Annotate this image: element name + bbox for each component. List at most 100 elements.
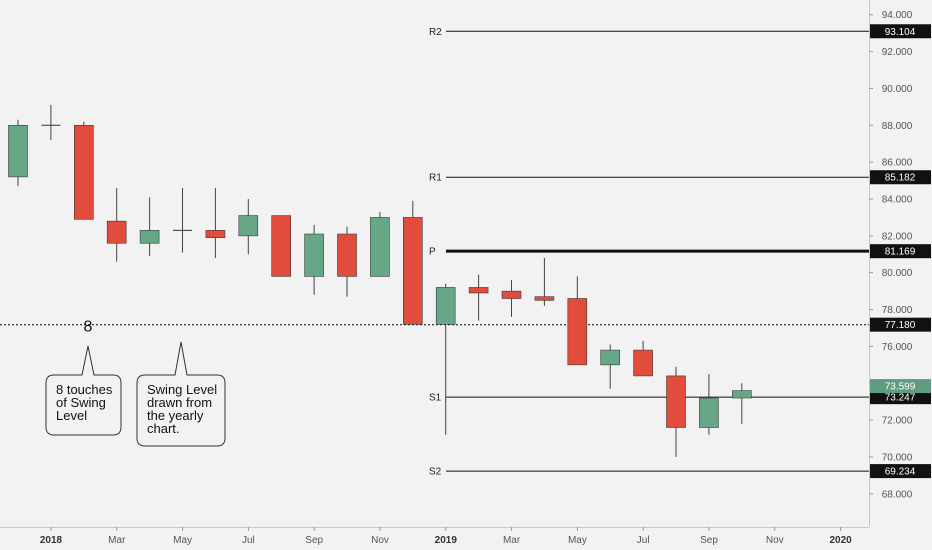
y-tick-label: 84.000	[882, 195, 913, 206]
price-tag-r1-bg	[870, 170, 931, 185]
candle-body	[238, 215, 259, 237]
candle-body	[534, 296, 555, 301]
candle-body	[600, 349, 621, 366]
y-tick-label: 76.000	[882, 342, 913, 353]
x-tick-label: Jul	[637, 535, 650, 546]
candle	[666, 366, 686, 457]
candle-body	[699, 397, 719, 428]
price-tag-current: 73.599	[870, 379, 931, 394]
candle-body	[205, 230, 226, 239]
y-tick-label: 72.000	[882, 416, 913, 427]
price-tag-s2: 69.234	[870, 464, 931, 479]
candle-body	[402, 217, 423, 325]
candle	[600, 344, 621, 389]
price-tag-p-bg	[870, 244, 931, 259]
price-tag-r1-text: 85.182	[885, 173, 916, 184]
x-tick-label: May	[173, 535, 192, 546]
x-tick-label: Sep	[700, 535, 718, 546]
x-tick-label: Nov	[766, 535, 784, 546]
candle	[205, 187, 226, 258]
price-tag-s2-text: 69.234	[885, 467, 916, 478]
price-tag-p-text: 81.169	[885, 247, 916, 258]
candle	[468, 274, 489, 321]
y-tick-label: 70.000	[882, 452, 913, 463]
candle	[731, 383, 752, 424]
candles-layer	[8, 105, 752, 457]
x-tick-label: Sep	[305, 535, 323, 546]
candle	[173, 187, 192, 253]
y-tick-label: 82.000	[882, 231, 913, 242]
price-tag-p: 81.169	[870, 244, 931, 259]
candle-body	[435, 287, 456, 325]
candle	[435, 283, 456, 435]
callout-touches-line: of Swing	[56, 395, 106, 410]
candle-body	[567, 298, 588, 366]
candle-body	[731, 390, 752, 399]
price-tag-r2-bg	[870, 24, 931, 39]
y-tick-label: 90.000	[882, 84, 913, 95]
callout-swing-source-line: the yearly	[147, 408, 204, 423]
y-tick-label: 92.000	[882, 47, 913, 58]
callout-swing-source-line: Swing Level	[147, 382, 217, 397]
x-tick-label: Mar	[108, 535, 126, 546]
price-tag-r1: 85.182	[870, 170, 931, 185]
price-tags-layer: 93.104 85.182 81.169 73.247 69.234 77.180 73.5…	[870, 24, 931, 479]
candle	[534, 257, 555, 306]
candle-body	[106, 220, 127, 244]
candle-body	[468, 287, 489, 294]
price-tag-r2-text: 93.104	[885, 27, 916, 38]
candle-body	[304, 233, 324, 277]
candle	[41, 105, 61, 141]
price-tag-current-text: 73.599	[885, 382, 916, 393]
callout-swing-source-box	[136, 341, 226, 447]
candle	[238, 199, 259, 255]
candle-body	[8, 125, 28, 178]
pivot-label-r2: R2	[429, 27, 442, 38]
price-tag-s1: 73.247	[870, 390, 931, 405]
pivot-levels-layer: R2 R1 P S1 S2	[429, 27, 869, 478]
pivot-label-s2: S2	[429, 467, 442, 478]
candle	[370, 211, 390, 277]
candle-body	[337, 233, 357, 277]
callout-swing-source-line: drawn from	[147, 395, 212, 410]
y-tick-label: 78.000	[882, 305, 913, 316]
pivot-label-p: P	[429, 247, 436, 258]
candle	[567, 276, 588, 366]
candle	[402, 200, 423, 325]
price-tag-swing-bg	[870, 317, 931, 332]
callout-swing-source-line: chart.	[147, 421, 180, 436]
candle-body	[501, 290, 522, 299]
y-tick-label: 80.000	[882, 268, 913, 279]
candle	[139, 197, 160, 257]
x-tick-label: May	[568, 535, 587, 546]
candle-body	[666, 375, 686, 428]
pivot-label-r1: R1	[429, 173, 442, 184]
x-tick-label: 2018	[40, 535, 63, 546]
callout-touches-line: 8 touches	[56, 382, 113, 397]
candle	[8, 119, 28, 187]
price-tag-swing-text: 77.180	[885, 320, 916, 331]
candle	[106, 187, 127, 262]
pivot-label-s1: S1	[429, 393, 442, 404]
candle-body	[633, 349, 653, 377]
price-tag-swing: 77.180	[870, 317, 931, 332]
y-tick-label: 86.000	[882, 158, 913, 169]
price-tag-current-bg	[870, 379, 931, 394]
price-tag-s1-text: 73.247	[885, 393, 916, 404]
candle	[271, 215, 292, 277]
x-tick-label: 2019	[435, 535, 458, 546]
price-tag-s1-bg	[870, 390, 931, 405]
x-axis: 2018 Mar May Jul Sep Nov 2019 Mar May Jul Sep Nov 20…	[40, 527, 852, 546]
candle-body	[370, 217, 390, 277]
candle-body	[74, 125, 94, 220]
callout-touches-box	[45, 345, 122, 436]
y-tick-label: 68.000	[882, 489, 913, 500]
candle	[337, 226, 357, 297]
candle	[633, 340, 653, 377]
x-tick-label: Jul	[242, 535, 255, 546]
